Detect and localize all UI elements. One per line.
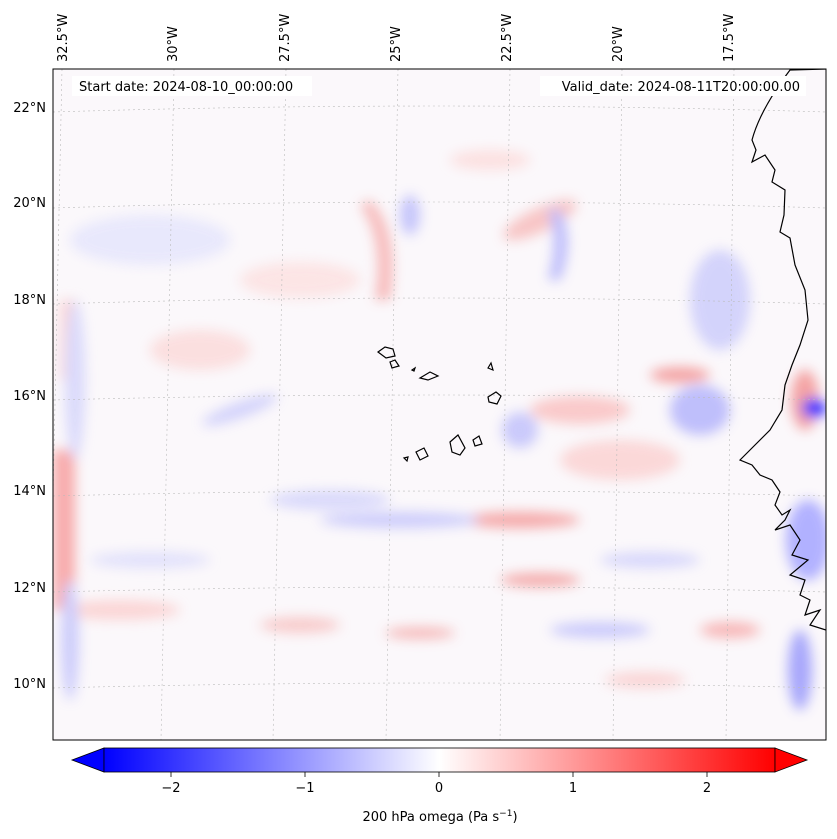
colorbar-extend-low [70, 747, 105, 773]
longitude-labels: 32.5°W 30°W 27.5°W 25°W 22.5°W 20°W 17.5… [56, 14, 737, 62]
lon-label-25w: 25°W [389, 26, 404, 62]
colorbar-tick-2: 2 [703, 781, 711, 796]
colorbar-tick-minus2: −2 [161, 781, 180, 796]
start-date-label: Start date: 2024-08-10_00:00:00 [79, 80, 293, 95]
colorbar-ticks [170, 772, 708, 777]
lat-label-10n: 10°N [13, 677, 46, 692]
latitude-labels: 22°N 20°N 18°N 16°N 14°N 12°N 10°N [13, 101, 46, 692]
omega-field [53, 69, 826, 740]
coastlines [376, 69, 826, 631]
valid-date-label: Valid_date: 2024-08-11T20:00:00.00 [562, 80, 800, 95]
lat-label-18n: 18°N [13, 293, 46, 308]
colorbar-tick-1: 1 [569, 781, 577, 796]
lat-label-20n: 20°N [13, 196, 46, 211]
colorbar-tick-0: 0 [435, 781, 443, 796]
lat-label-12n: 12°N [13, 581, 46, 596]
lon-label-32-5w: 32.5°W [56, 14, 71, 62]
colorbar-body [103, 747, 776, 773]
lon-label-30w: 30°W [166, 26, 181, 62]
colorbar-label: 200 hPa omega (Pa s−1) [362, 809, 517, 825]
colorbar: −2 −1 0 1 2 200 hPa omega (Pa s−1) [70, 747, 809, 825]
lon-label-20w: 20°W [611, 26, 626, 62]
lon-label-17-5w: 17.5°W [722, 14, 737, 62]
colorbar-tick-minus1: −1 [295, 781, 314, 796]
colorbar-extend-high [774, 747, 809, 773]
lat-label-16n: 16°N [13, 389, 46, 404]
map-frame [52, 68, 827, 741]
lon-label-27-5w: 27.5°W [278, 14, 293, 62]
lat-label-14n: 14°N [13, 484, 46, 499]
lat-label-22n: 22°N [13, 101, 46, 116]
graticule [53, 69, 826, 740]
lon-label-22-5w: 22.5°W [500, 14, 515, 62]
